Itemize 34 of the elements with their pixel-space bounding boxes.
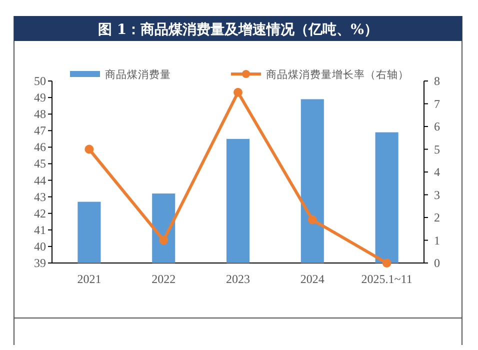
legend-label: 商品煤消费量增长率（右轴） [266,68,409,81]
y-tick-label: 50 [34,74,46,88]
x-tick-label: 2023 [226,272,250,286]
y-tick-label: 47 [34,124,46,138]
point [159,236,168,245]
y-tick-label: 39 [34,256,46,270]
x-tick-label: 2024 [300,272,324,286]
y2-tick-label: 4 [434,165,440,179]
y-tick-label: 41 [34,222,46,237]
y-tick-label: 45 [34,156,46,171]
y-tick-label: 48 [34,107,46,122]
x-tick-label: 2025.1~11 [361,272,412,286]
legend-label: 商品煤消费量 [105,68,171,81]
y2-tick-label: 0 [434,256,440,270]
y2-tick-label: 2 [434,210,440,224]
x-tick-label: 2022 [152,272,176,286]
x-tick-label: 2021 [77,272,102,286]
point [234,88,242,97]
y2-tick-label: 1 [434,233,440,248]
y-tick-label: 43 [34,190,46,204]
y-tick-label: 49 [34,90,46,105]
point [84,144,94,154]
y-tick-label: 46 [34,140,46,154]
y2-tick-label: 7 [434,96,440,111]
point [308,215,317,224]
point [382,258,392,268]
y2-tick-label: 8 [434,74,440,88]
y2-tick-label: 6 [434,120,440,134]
y2-tick-label: 3 [434,188,440,202]
chart-title: 图 1：商品煤消费量及增速情况（亿吨、%） [98,21,378,38]
y2-tick-label: 5 [434,142,440,156]
y-tick-label: 44 [34,173,46,188]
y-tick-label: 40 [34,239,46,254]
y-tick-label: 42 [34,206,46,220]
